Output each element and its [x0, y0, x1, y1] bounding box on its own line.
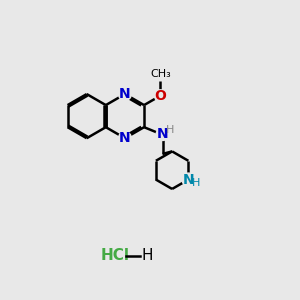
Circle shape	[118, 132, 131, 145]
Circle shape	[154, 90, 166, 102]
Text: N: N	[157, 127, 169, 141]
Circle shape	[118, 88, 131, 100]
Text: H: H	[166, 125, 174, 135]
Text: H: H	[192, 178, 200, 188]
Text: CH₃: CH₃	[150, 69, 171, 79]
Text: H: H	[141, 248, 153, 263]
Circle shape	[182, 173, 195, 186]
Text: O: O	[154, 89, 166, 103]
Text: N: N	[119, 87, 131, 101]
Text: N: N	[119, 131, 131, 145]
Circle shape	[156, 128, 169, 140]
Text: HCl: HCl	[100, 248, 129, 263]
Text: N: N	[183, 172, 194, 187]
